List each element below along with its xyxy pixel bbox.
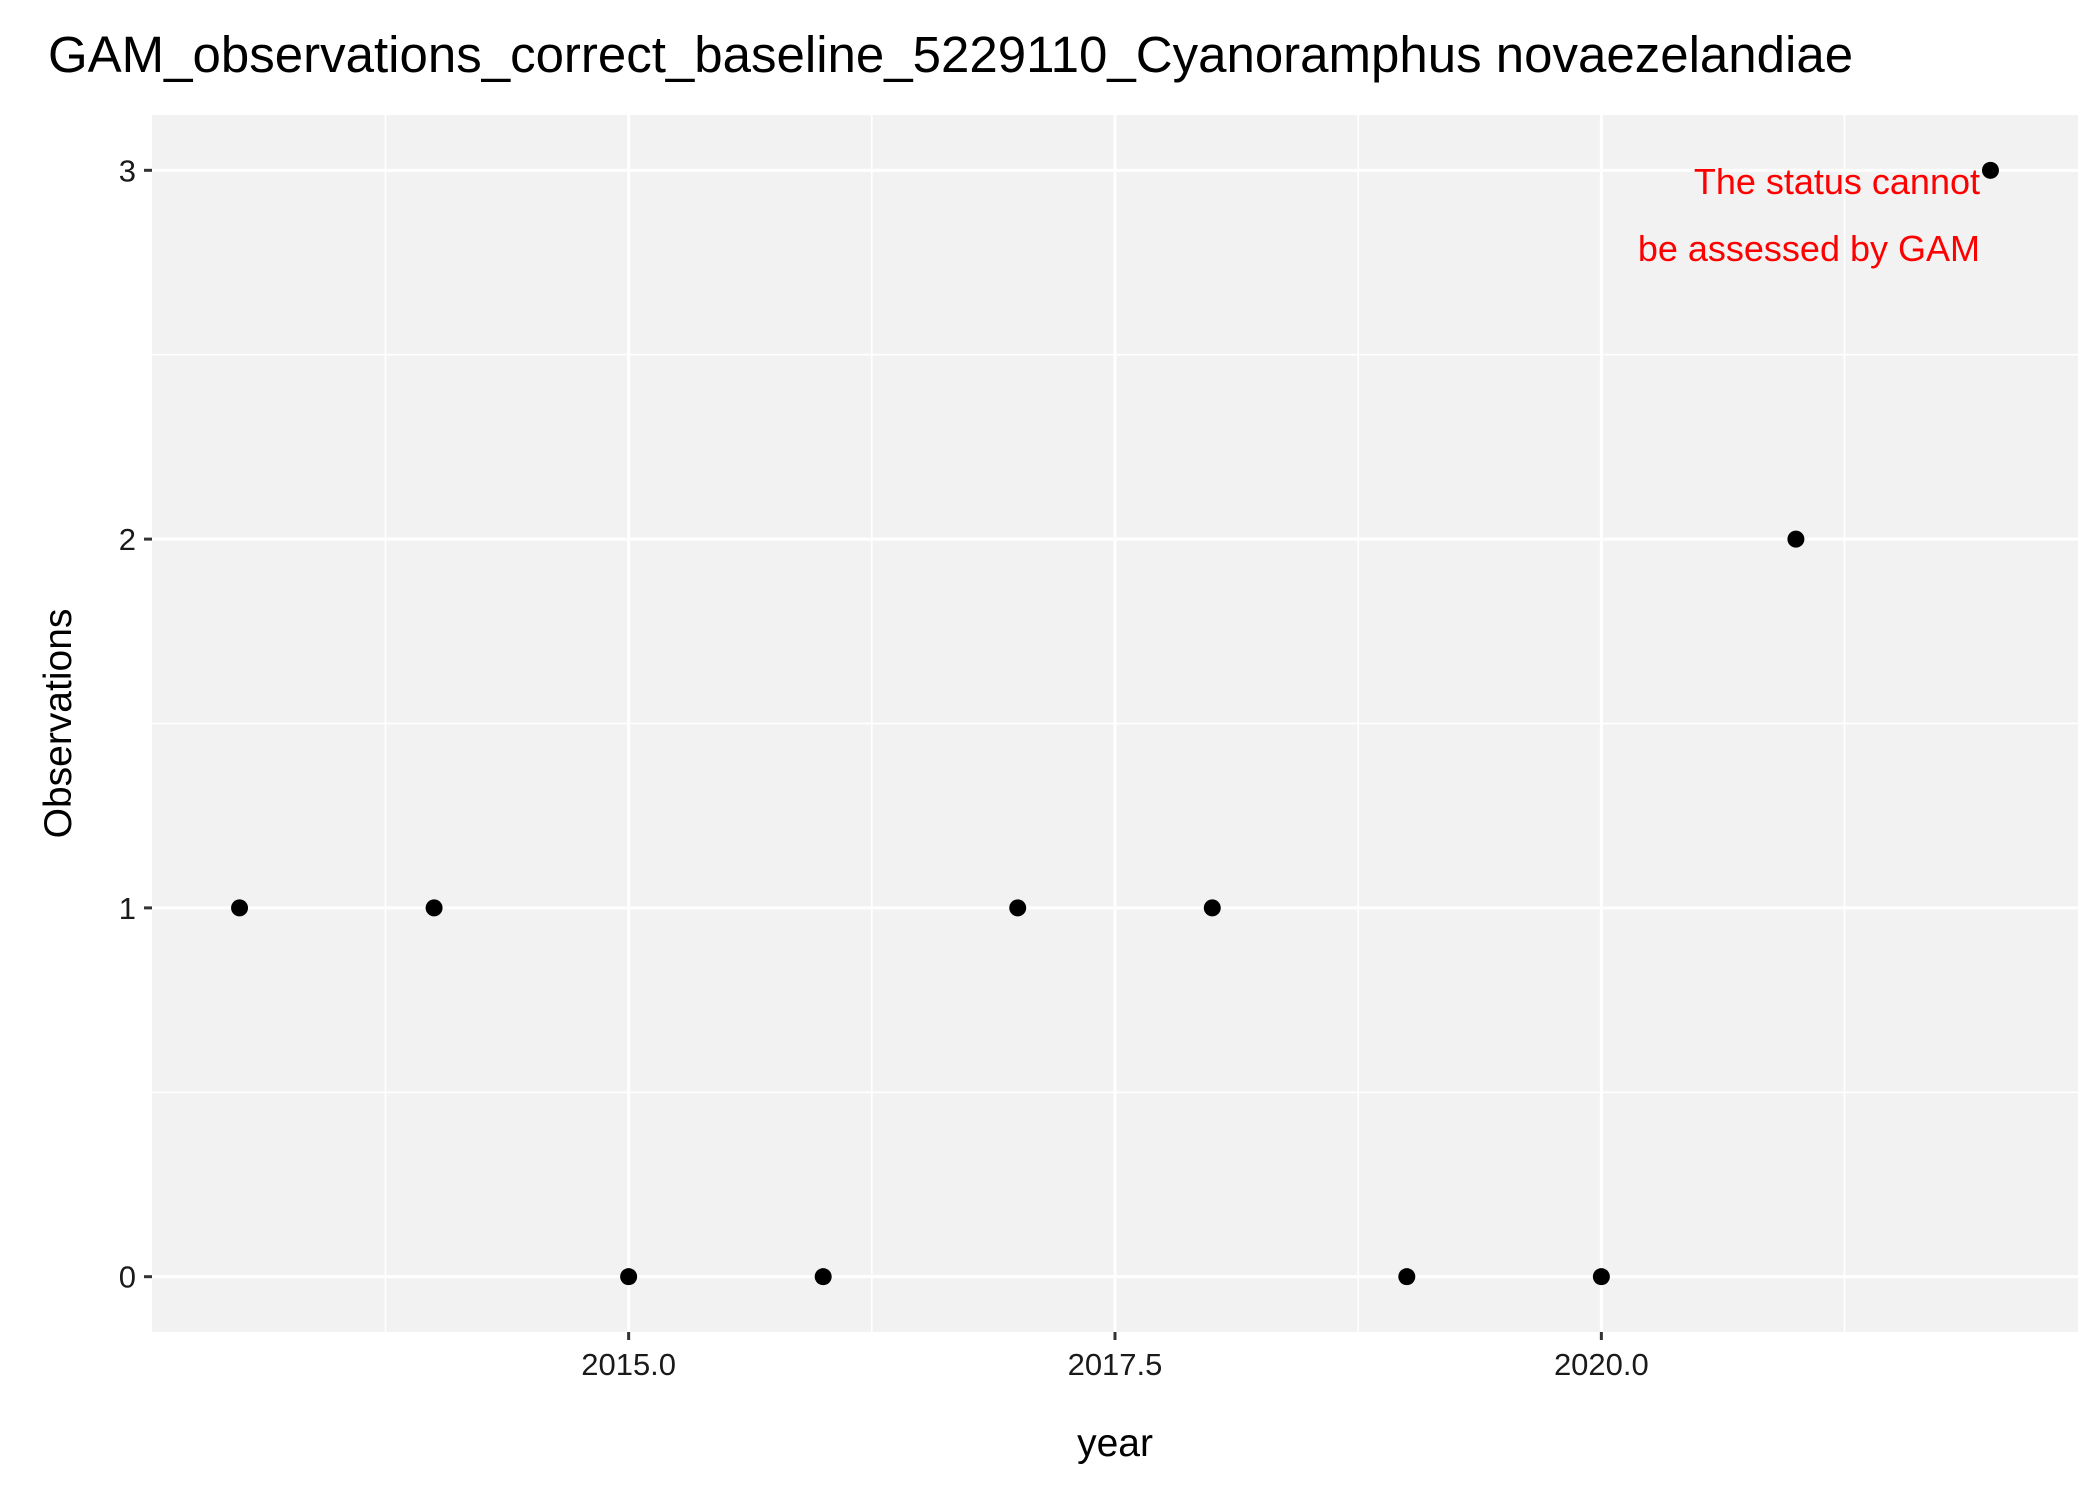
chart-title: GAM_observations_correct_baseline_522911… bbox=[48, 26, 1853, 83]
data-point bbox=[231, 899, 249, 917]
y-tick-label: 2 bbox=[119, 522, 136, 557]
data-point bbox=[1787, 530, 1805, 548]
status-annotation: The status cannot be assessed by GAM bbox=[1638, 161, 1980, 269]
axes: 2015.0 2017.5 2020.0 0 1 2 3 bbox=[119, 153, 1649, 1382]
data-point bbox=[1009, 899, 1027, 917]
data-point bbox=[1203, 899, 1221, 917]
x-tick-label: 2020.0 bbox=[1554, 1347, 1649, 1382]
data-point bbox=[1398, 1268, 1416, 1286]
x-tick-label: 2017.5 bbox=[1068, 1347, 1163, 1382]
data-point bbox=[425, 899, 443, 917]
data-points bbox=[231, 161, 1999, 1286]
data-point bbox=[1592, 1268, 1610, 1286]
major-gridlines bbox=[152, 115, 2078, 1332]
x-axis-title: year bbox=[1077, 1422, 1153, 1465]
y-tick-label: 1 bbox=[119, 891, 136, 926]
y-axis-title: Observations bbox=[37, 609, 80, 839]
annotation-line: The status cannot bbox=[1694, 161, 1980, 202]
y-tick-label: 3 bbox=[119, 153, 136, 188]
data-point bbox=[814, 1268, 832, 1286]
x-tick-label: 2015.0 bbox=[581, 1347, 676, 1382]
annotation-line: be assessed by GAM bbox=[1638, 228, 1980, 269]
data-point bbox=[620, 1268, 638, 1286]
y-tick-label: 0 bbox=[119, 1260, 136, 1295]
data-point bbox=[1981, 161, 1999, 179]
